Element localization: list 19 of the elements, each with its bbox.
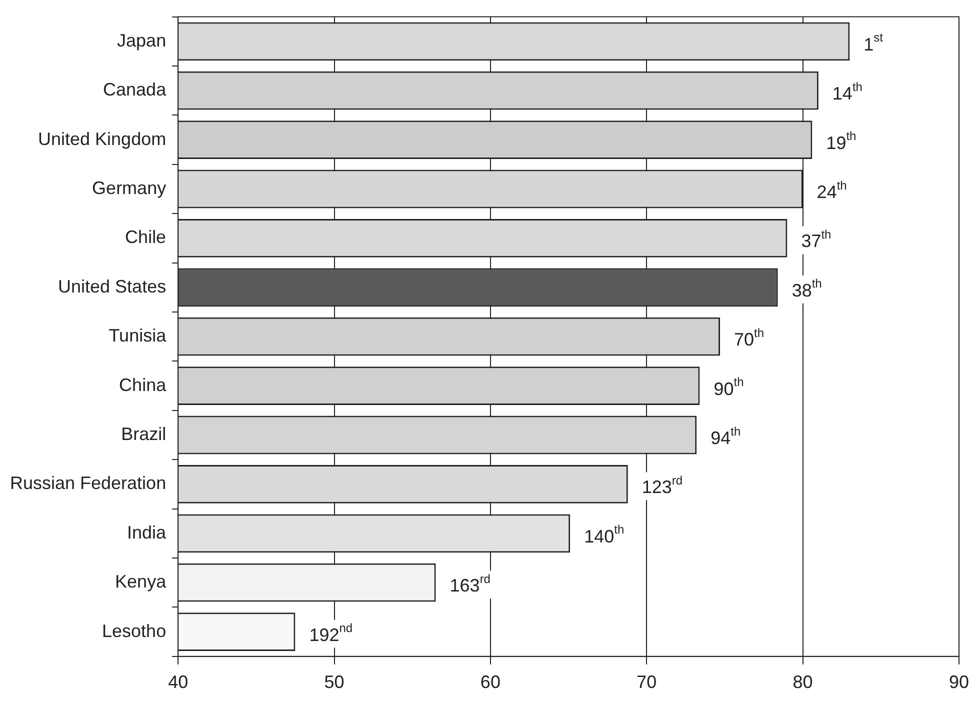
y-tick-label: United Kingdom: [38, 128, 166, 149]
y-tick-label: China: [119, 374, 168, 395]
x-tick-label: 60: [480, 672, 500, 692]
x-tick-label: 40: [168, 672, 188, 692]
y-tick-label: Germany: [92, 178, 166, 198]
y-tick-label: Tunisia: [108, 326, 168, 346]
y-tick-label: India: [127, 522, 168, 542]
x-tick-label: 50: [324, 672, 344, 692]
y-tick-label: Chile: [125, 227, 166, 248]
y-tick-label: Russian Federation: [10, 473, 166, 494]
y-tick-label: United States: [58, 276, 166, 296]
y-tick-label: Japan: [117, 30, 166, 50]
y-tick-label: Kenya: [115, 572, 168, 592]
x-tick-label: 70: [636, 672, 657, 692]
y-tick-label: Lesotho: [102, 620, 166, 641]
x-tick-label: 90: [948, 672, 970, 692]
x-tick-label: 80: [792, 672, 813, 692]
y-tick-label: Canada: [103, 80, 168, 100]
y-tick-label: Brazil: [121, 424, 166, 444]
